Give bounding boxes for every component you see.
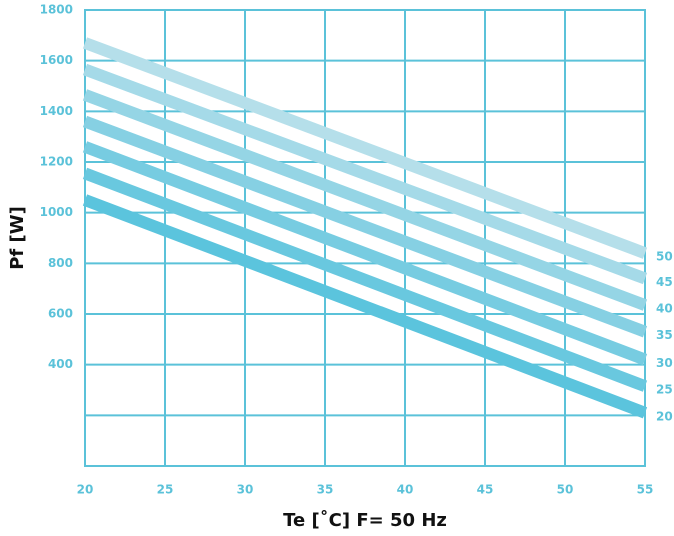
x-tick-label: 35 [317, 483, 334, 497]
series-line [82, 63, 648, 285]
x-tick-label: 40 [397, 483, 414, 497]
x-axis-title: Te [˚C] F= 50 Hz [283, 509, 447, 531]
x-tick-label: 45 [477, 483, 494, 497]
x-tick-label: 50 [557, 483, 574, 497]
y-tick-label: 1600 [40, 53, 73, 67]
y-tick-label: 400 [48, 357, 73, 371]
series-line [82, 37, 648, 259]
series-label: 45 [656, 275, 673, 289]
y-axis-title: Pf [W] [7, 206, 28, 270]
series-label: 20 [656, 409, 673, 423]
series-label: 30 [656, 356, 673, 370]
y-tick-label: 800 [48, 256, 73, 270]
series-label: 40 [656, 302, 673, 316]
series-label: 25 [656, 383, 673, 397]
y-tick-label: 600 [48, 307, 73, 321]
series-line [82, 141, 648, 366]
x-tick-label: 20 [77, 483, 94, 497]
x-tick-label: 30 [237, 483, 254, 497]
y-tick-label: 1400 [40, 104, 73, 118]
series-line [82, 167, 648, 392]
x-tick-label: 25 [157, 483, 174, 497]
series-label: 35 [656, 328, 673, 342]
series-line [82, 89, 648, 311]
series-label: 50 [656, 250, 673, 264]
x-tick-label: 55 [637, 483, 654, 497]
series-line [82, 194, 648, 419]
y-tick-label: 1000 [40, 205, 73, 219]
y-tick-label: 1800 [40, 3, 73, 17]
y-tick-label: 1200 [40, 155, 73, 169]
series-line [82, 115, 648, 338]
